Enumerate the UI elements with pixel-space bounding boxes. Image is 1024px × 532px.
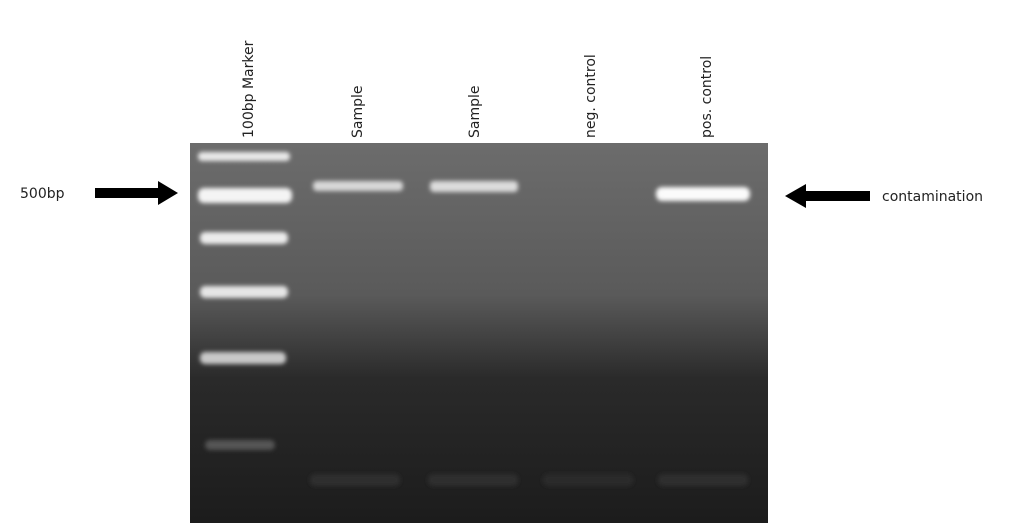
bands xyxy=(198,152,750,486)
size-label: 500bp xyxy=(20,186,65,202)
arrow-left xyxy=(785,184,870,208)
marker-band xyxy=(198,152,290,161)
lane-label: neg. control xyxy=(583,54,599,138)
lane-label: Sample xyxy=(467,86,483,139)
marker-band xyxy=(200,352,286,364)
lane-label: Sample xyxy=(350,86,366,139)
arrow-right xyxy=(95,181,178,205)
marker-band xyxy=(198,188,292,203)
lane-label: 100bp Marker xyxy=(241,40,257,138)
sample-band xyxy=(313,181,403,191)
annotation-label: contamination xyxy=(882,189,983,205)
lane-label: pos. control xyxy=(699,56,715,138)
primer-dimer xyxy=(543,474,633,486)
positive-band xyxy=(656,187,750,201)
primer-dimer xyxy=(428,474,518,486)
primer-dimer xyxy=(658,474,748,486)
marker-band xyxy=(205,440,275,450)
primer-dimer xyxy=(310,474,400,486)
gel xyxy=(190,143,768,523)
marker-band xyxy=(200,232,288,244)
sample-band xyxy=(430,181,518,192)
marker-band xyxy=(200,286,288,298)
